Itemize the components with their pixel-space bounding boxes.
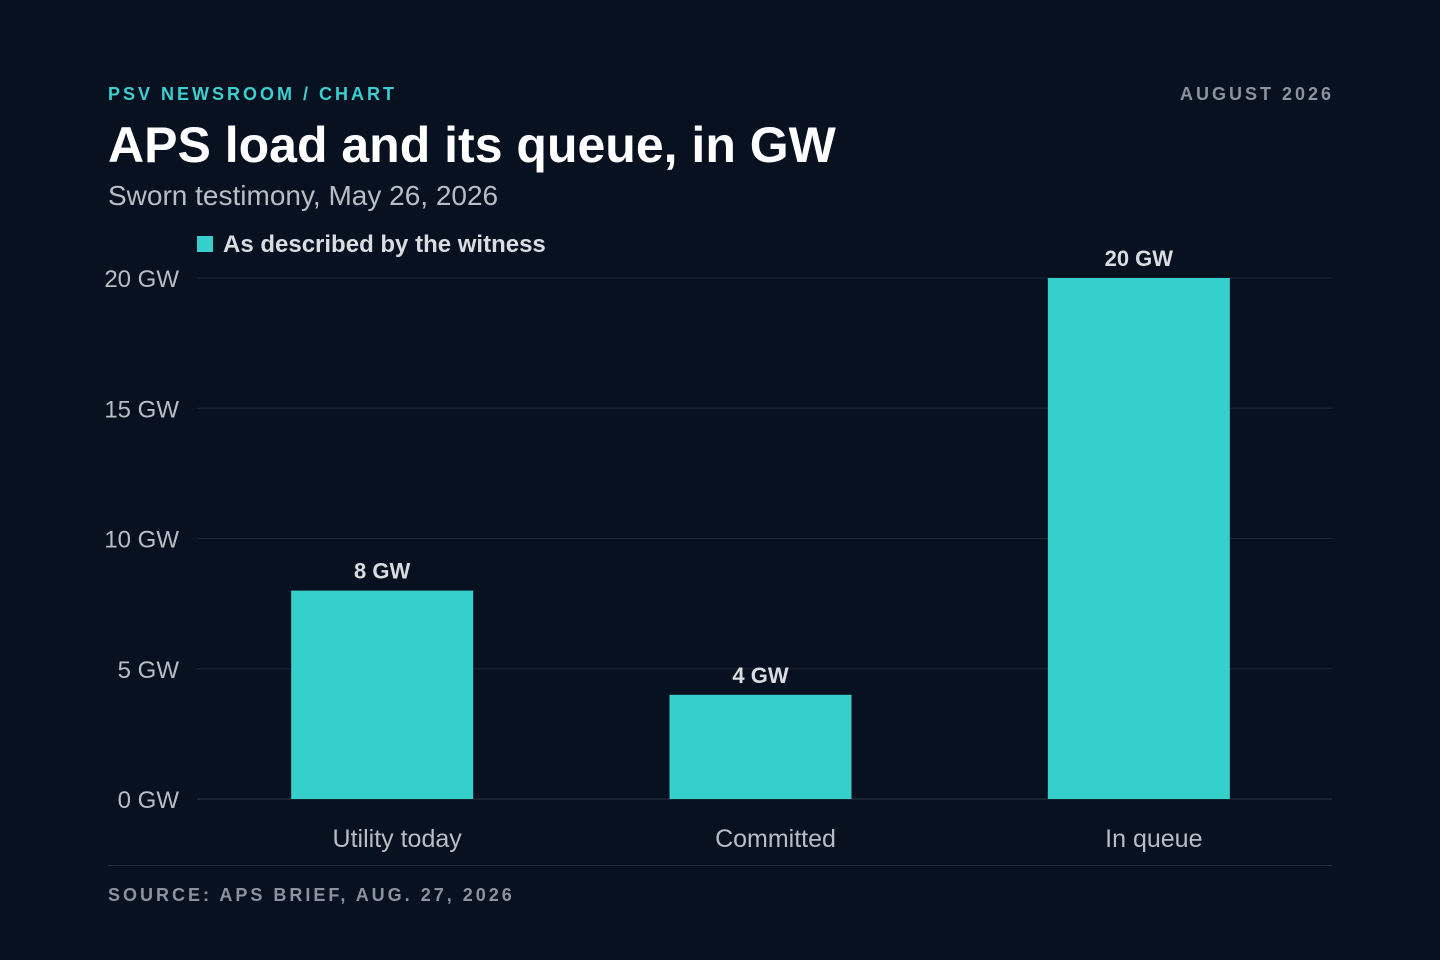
y-tick-label: 10 GW <box>104 527 179 554</box>
x-axis-ticks: Utility today Committed In queue <box>333 825 1203 853</box>
source-note: SOURCE: APS BRIEF, AUG. 27, 2026 <box>108 885 515 905</box>
chart-title: APS load and its queue, in GW <box>108 117 836 173</box>
chart-subtitle: Sworn testimony, May 26, 2026 <box>108 180 499 211</box>
x-tick-label: Committed <box>715 825 836 853</box>
y-tick-label: 0 GW <box>118 787 180 814</box>
y-tick-label: 15 GW <box>104 396 179 423</box>
bars: 8 GW 4 GW 20 GW <box>291 246 1230 799</box>
y-tick-label: 20 GW <box>104 266 179 293</box>
data-label: 8 GW <box>354 559 410 584</box>
bar <box>1047 278 1230 799</box>
legend: As described by the witness <box>197 231 546 258</box>
data-label: 20 GW <box>1105 246 1174 271</box>
footer-divider <box>108 865 1332 866</box>
bar <box>291 590 474 799</box>
bar <box>669 694 852 799</box>
y-tick-label: 5 GW <box>118 657 180 684</box>
x-tick-label: Utility today <box>333 825 463 853</box>
legend-label: As described by the witness <box>223 231 546 258</box>
legend-swatch <box>197 236 213 252</box>
x-tick-label: In queue <box>1105 825 1202 853</box>
chart-date: AUGUST 2026 <box>1179 84 1334 104</box>
chart-kicker: PSV NEWSROOM / CHART <box>108 84 398 104</box>
data-label: 4 GW <box>732 663 788 688</box>
y-axis-ticks: 0 GW 5 GW 10 GW 15 GW 20 GW <box>104 266 179 814</box>
